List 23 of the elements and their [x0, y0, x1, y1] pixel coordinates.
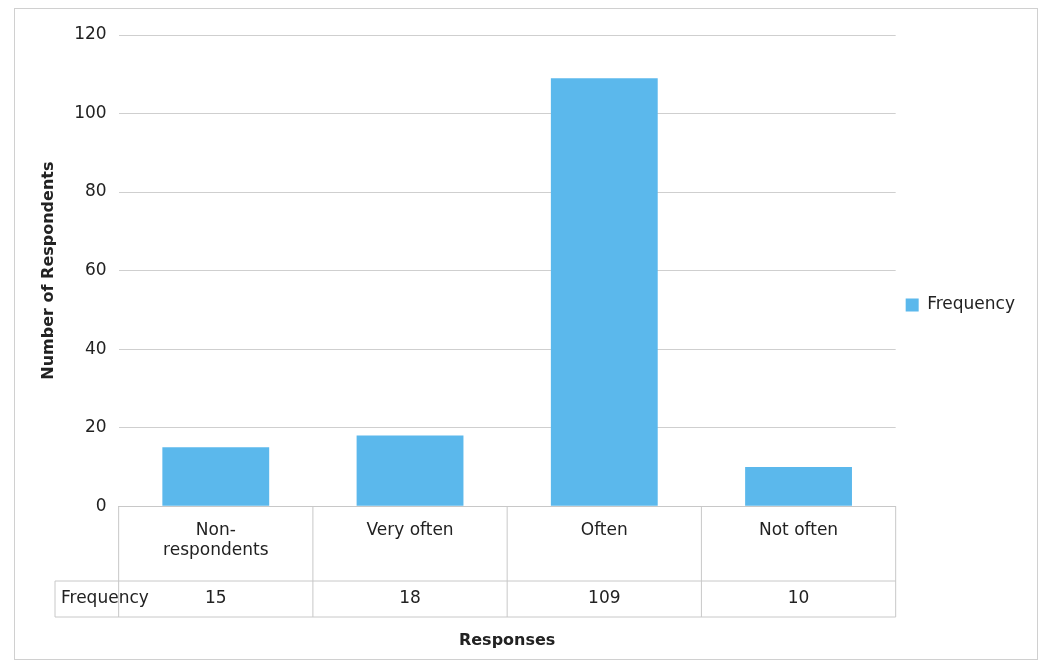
y-tick-label: 80 — [85, 180, 107, 201]
x-tick-label: Non-respondents — [163, 518, 269, 560]
bar — [356, 435, 464, 506]
text: Frequency — [61, 587, 149, 608]
legend-label: Frequency — [927, 293, 1016, 314]
x-tick-label: Not often — [758, 518, 839, 539]
data-label: 15 — [204, 587, 227, 608]
y-axis-title: Number of Respondents — [37, 161, 57, 380]
y-tick-label: 0 — [95, 494, 107, 515]
bar — [745, 466, 852, 506]
x-axis-title: Responses — [458, 630, 556, 650]
x-tick-label: Very often — [366, 518, 454, 539]
data-label: 109 — [588, 587, 621, 608]
y-tick-label: 40 — [85, 337, 107, 358]
y-tick-label: 120 — [74, 23, 107, 44]
y-tick-label: 60 — [85, 259, 107, 280]
data-label: 10 — [787, 587, 810, 608]
bar — [550, 78, 658, 506]
y-tick-label: 20 — [85, 416, 107, 437]
y-tick-label: 100 — [74, 101, 107, 122]
data-label: 18 — [399, 587, 421, 608]
bar — [162, 447, 270, 506]
x-tick-label: Often — [580, 518, 628, 539]
